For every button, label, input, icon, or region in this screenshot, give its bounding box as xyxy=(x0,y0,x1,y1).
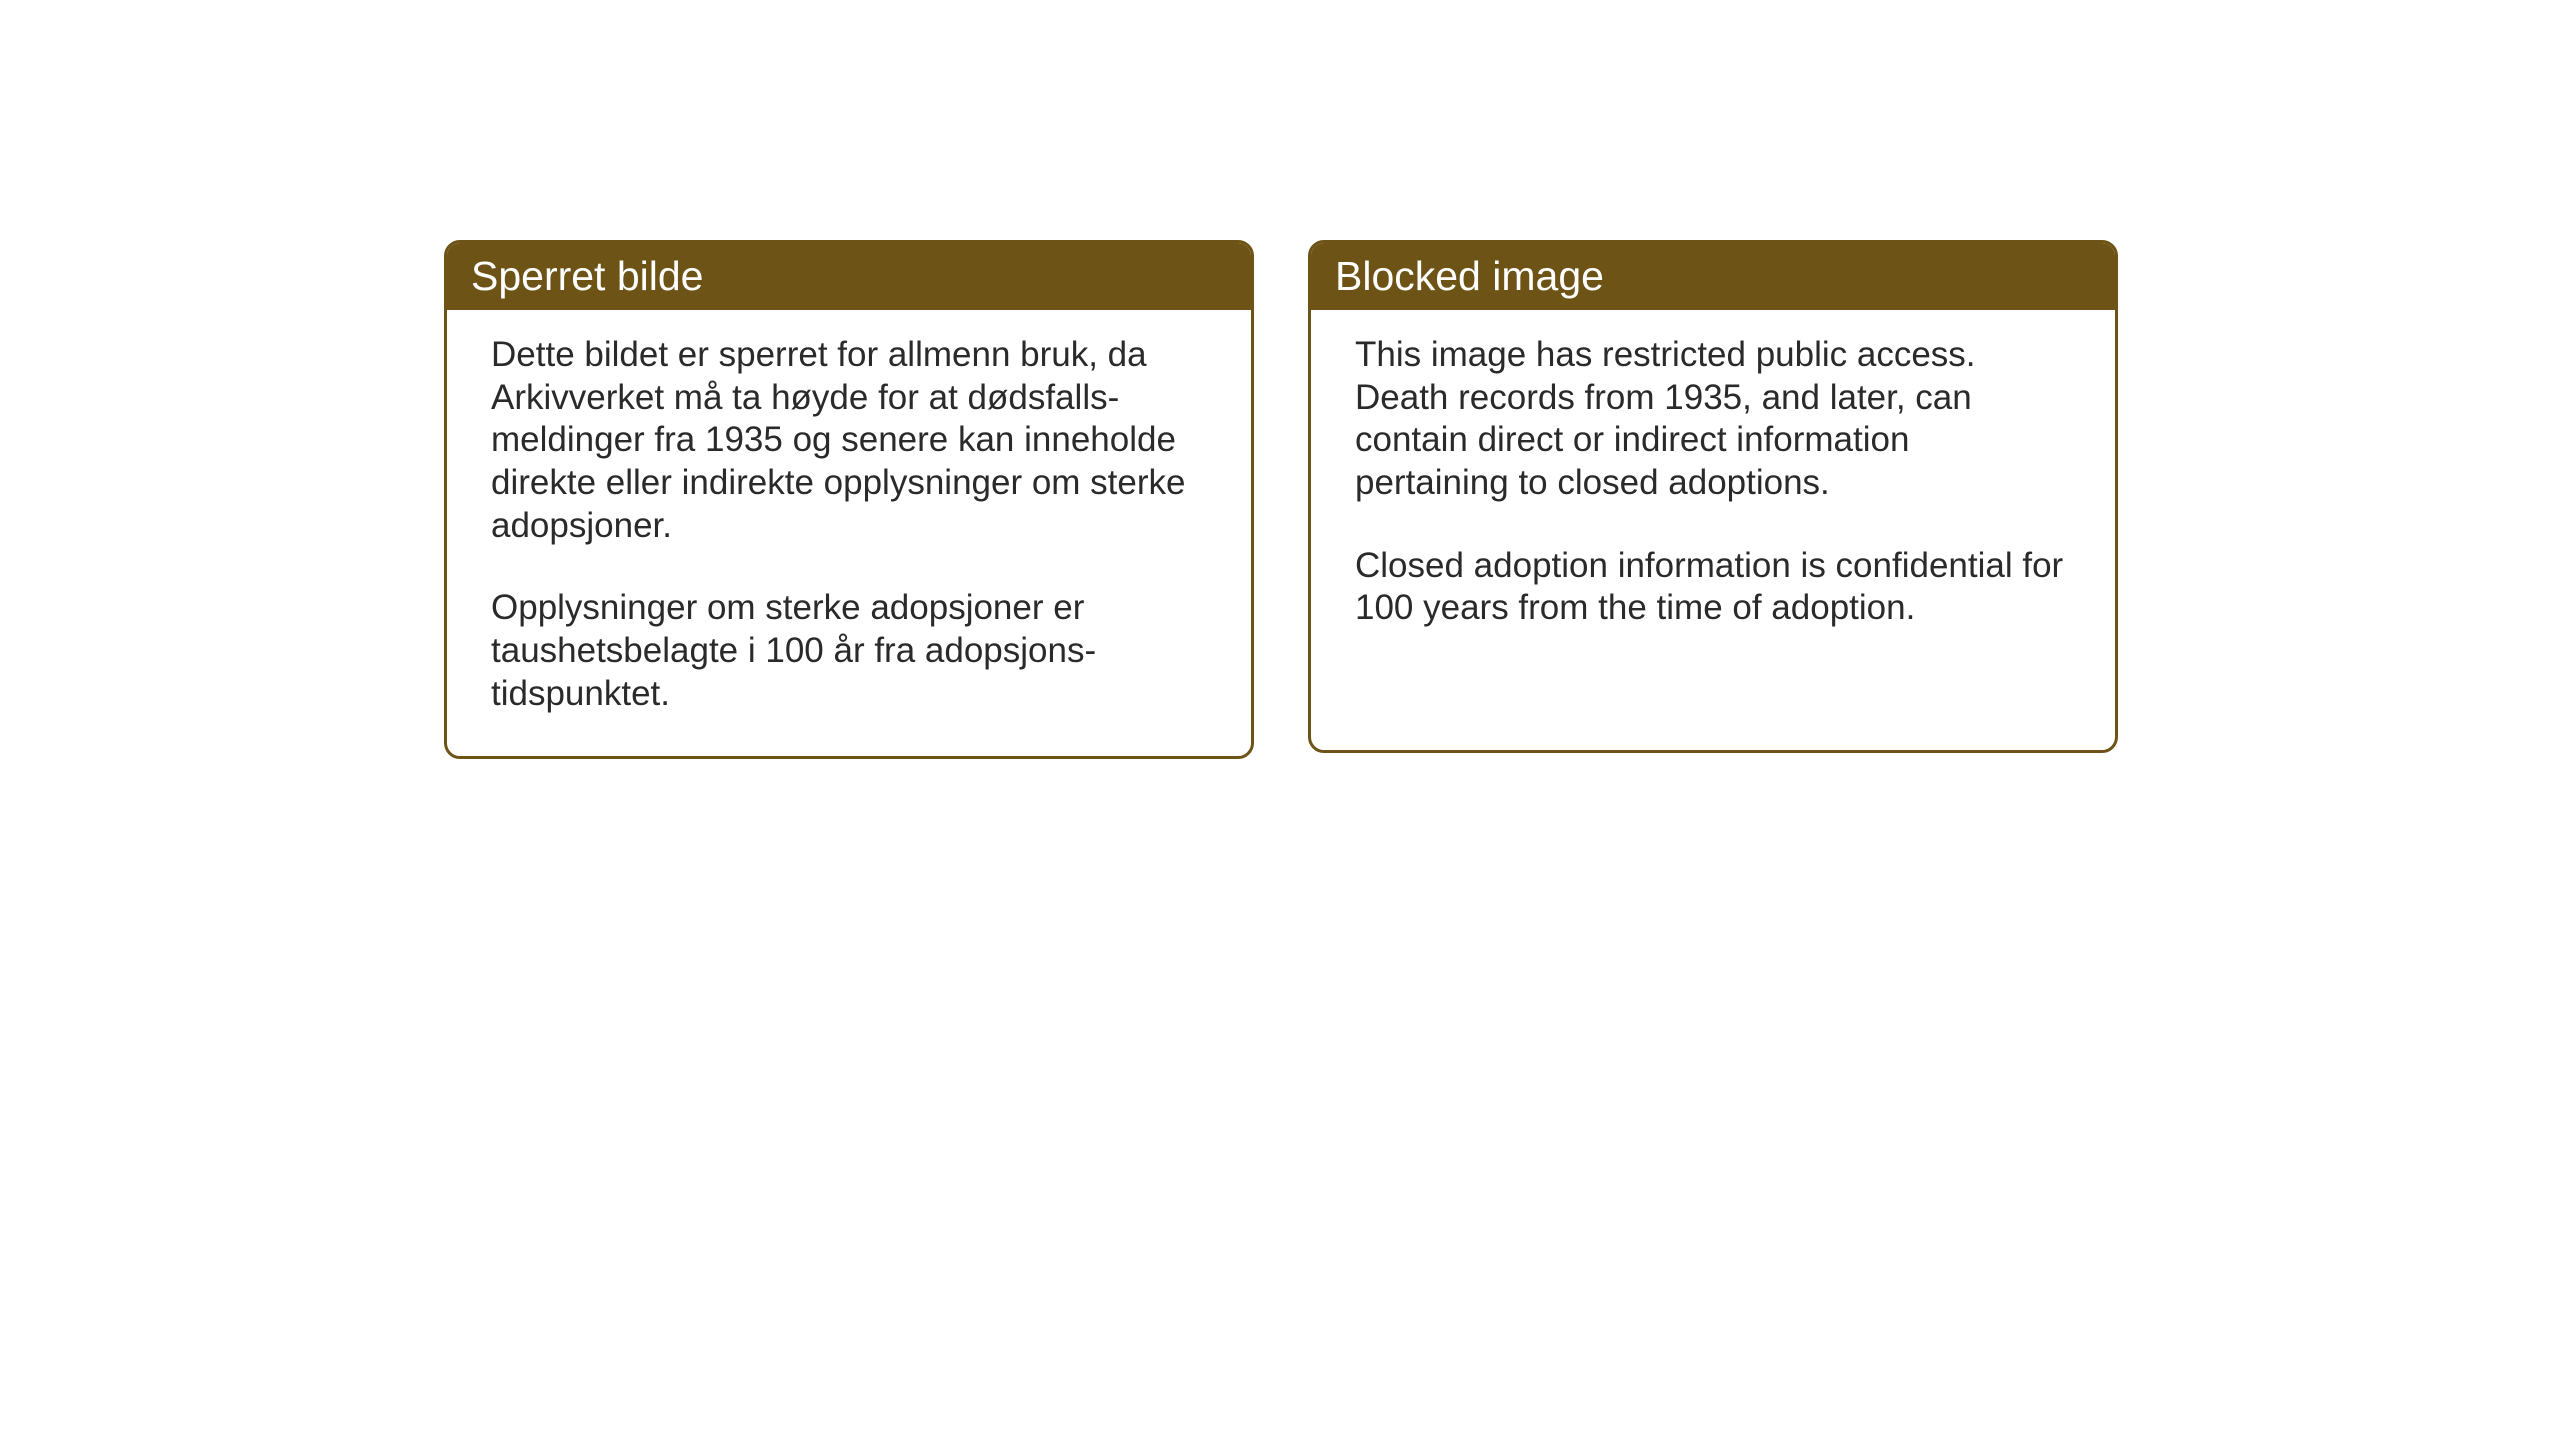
notice-body-english: This image has restricted public access.… xyxy=(1311,310,2115,670)
notice-container: Sperret bilde Dette bildet er sperret fo… xyxy=(444,240,2118,759)
notice-paragraph-2-norwegian: Opplysninger om sterke adopsjoner er tau… xyxy=(491,587,1207,715)
notice-header-norwegian: Sperret bilde xyxy=(447,243,1251,310)
notice-paragraph-1-norwegian: Dette bildet er sperret for allmenn bruk… xyxy=(491,334,1207,547)
notice-header-english: Blocked image xyxy=(1311,243,2115,310)
notice-paragraph-2-english: Closed adoption information is confident… xyxy=(1355,545,2071,630)
notice-body-norwegian: Dette bildet er sperret for allmenn bruk… xyxy=(447,310,1251,756)
notice-title-english: Blocked image xyxy=(1335,253,1604,299)
notice-box-norwegian: Sperret bilde Dette bildet er sperret fo… xyxy=(444,240,1254,759)
notice-paragraph-1-english: This image has restricted public access.… xyxy=(1355,334,2071,505)
notice-box-english: Blocked image This image has restricted … xyxy=(1308,240,2118,753)
notice-title-norwegian: Sperret bilde xyxy=(471,253,703,299)
